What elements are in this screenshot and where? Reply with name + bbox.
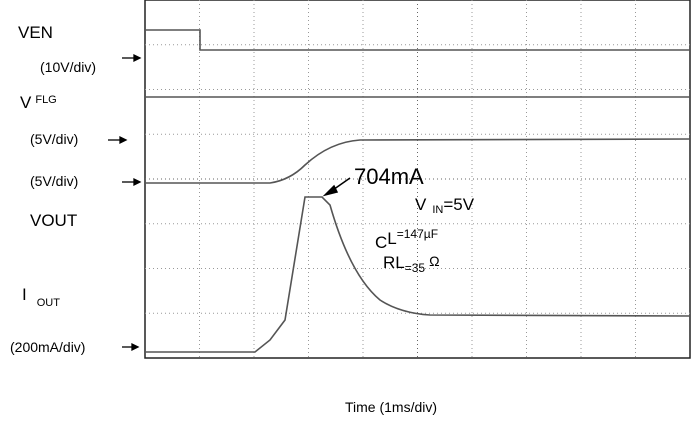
peak-label: 704mA bbox=[354, 164, 424, 189]
rl-label: RL=35 Ω bbox=[383, 253, 440, 275]
cl-label: CL=147µF bbox=[375, 227, 438, 252]
rl-sub: =35 bbox=[405, 261, 426, 275]
flg-sup: FLG bbox=[35, 94, 56, 106]
ven-trace bbox=[145, 29, 690, 51]
flg-main: V bbox=[20, 93, 32, 112]
cl-sup: L bbox=[387, 229, 396, 248]
ven-label: VEN bbox=[18, 23, 53, 42]
vin-rest: =5V bbox=[443, 195, 474, 214]
peak-arrow bbox=[322, 177, 351, 197]
iout-trace bbox=[145, 196, 691, 353]
iout-main: I bbox=[22, 285, 27, 304]
x-axis-label: Time (1ms/div) bbox=[345, 399, 437, 415]
flg-scale: (5V/div) bbox=[30, 131, 78, 147]
vin-main: V bbox=[415, 195, 427, 214]
scale-arrows bbox=[108, 53, 142, 352]
vout-scale: (5V/div) bbox=[30, 173, 78, 189]
iout-label: I OUT bbox=[22, 285, 60, 309]
vout-trace bbox=[145, 138, 691, 184]
rl-main: RL bbox=[383, 253, 405, 272]
flg-label: V FLG bbox=[20, 93, 57, 112]
cl-main: C bbox=[375, 233, 387, 252]
vin-sub: IN bbox=[432, 204, 443, 216]
ven-scale: (10V/div) bbox=[40, 59, 96, 75]
iout-sub: OUT bbox=[37, 297, 61, 309]
iout-scale: (200mA/div) bbox=[10, 339, 85, 355]
rl-rest: Ω bbox=[429, 253, 439, 269]
vin-label: V IN=5V bbox=[415, 195, 475, 216]
vout-label: VOUT bbox=[30, 211, 77, 230]
cl-rest: =147µF bbox=[397, 227, 438, 241]
